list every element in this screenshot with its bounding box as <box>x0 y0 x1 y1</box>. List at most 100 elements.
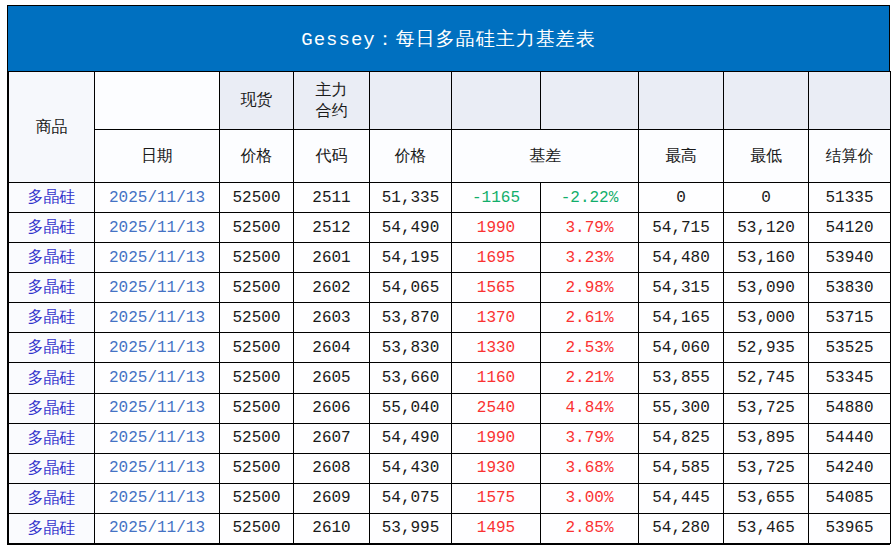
cell-high: 0 <box>639 183 724 213</box>
header-blank-cell <box>541 72 639 130</box>
header-code: 代码 <box>294 130 370 183</box>
cell-settle: 54880 <box>809 393 891 423</box>
cell-basis: 1695 <box>452 243 541 273</box>
cell-high: 54,825 <box>639 423 724 453</box>
cell-low: 53,000 <box>724 303 809 333</box>
cell-basis: 1160 <box>452 363 541 393</box>
header-basis: 基差 <box>452 130 639 183</box>
cell-low: 53,120 <box>724 213 809 243</box>
cell-settle: 53965 <box>809 513 891 543</box>
table-row: 多晶硅2025/11/1352500260553,66011602.21%53,… <box>9 363 891 393</box>
cell-commodity: 多晶硅 <box>9 363 95 393</box>
table-row: 多晶硅2025/11/1352500260353,87013702.61%54,… <box>9 303 891 333</box>
table-row: 多晶硅2025/11/1352500260754,49019903.79%54,… <box>9 423 891 453</box>
cell-main-price: 54,075 <box>370 483 452 513</box>
cell-date: 2025/11/13 <box>95 483 220 513</box>
cell-spot-price: 52500 <box>220 243 294 273</box>
cell-settle: 53345 <box>809 363 891 393</box>
cell-date: 2025/11/13 <box>95 423 220 453</box>
cell-code: 2601 <box>294 243 370 273</box>
cell-basis-pct: -2.22% <box>541 183 639 213</box>
cell-spot-price: 52500 <box>220 423 294 453</box>
cell-basis-pct: 4.84% <box>541 393 639 423</box>
header-low: 最低 <box>724 130 809 183</box>
cell-commodity: 多晶硅 <box>9 333 95 363</box>
cell-main-price: 53,830 <box>370 333 452 363</box>
cell-high: 54,315 <box>639 273 724 303</box>
table-body: 多晶硅2025/11/1352500251151,335-1165-2.22%0… <box>9 183 891 544</box>
cell-commodity: 多晶硅 <box>9 213 95 243</box>
cell-commodity: 多晶硅 <box>9 513 95 543</box>
cell-basis: 1990 <box>452 423 541 453</box>
cell-code: 2606 <box>294 393 370 423</box>
cell-low: 52,935 <box>724 333 809 363</box>
cell-date: 2025/11/13 <box>95 333 220 363</box>
cell-basis: 1495 <box>452 513 541 543</box>
cell-spot-price: 52500 <box>220 483 294 513</box>
cell-commodity: 多晶硅 <box>9 273 95 303</box>
cell-basis: 1370 <box>452 303 541 333</box>
cell-main-price: 54,065 <box>370 273 452 303</box>
cell-main-price: 54,430 <box>370 453 452 483</box>
cell-settle: 54240 <box>809 453 891 483</box>
header-blank-cell <box>370 72 452 130</box>
basis-table-sheet: Gessey：每日多晶硅主力基差表 商品 现货 主力合约 <box>7 5 890 545</box>
cell-main-price: 53,870 <box>370 303 452 333</box>
cell-main-price: 53,995 <box>370 513 452 543</box>
header-high: 最高 <box>639 130 724 183</box>
table-row: 多晶硅2025/11/1352500260655,04025404.84%55,… <box>9 393 891 423</box>
header-main-contract-group: 主力合约 <box>294 72 370 130</box>
basis-table-page: Gessey：每日多晶硅主力基差表 商品 现货 主力合约 <box>0 0 896 545</box>
cell-spot-price: 52500 <box>220 393 294 423</box>
cell-code: 2610 <box>294 513 370 543</box>
table-row: 多晶硅2025/11/1352500260154,19516953.23%54,… <box>9 243 891 273</box>
cell-basis-pct: 3.79% <box>541 213 639 243</box>
cell-commodity: 多晶硅 <box>9 303 95 333</box>
table-row: 多晶硅2025/11/1352500251151,335-1165-2.22%0… <box>9 183 891 213</box>
cell-spot-price: 52500 <box>220 333 294 363</box>
cell-spot-price: 52500 <box>220 363 294 393</box>
cell-basis: 1330 <box>452 333 541 363</box>
cell-commodity: 多晶硅 <box>9 243 95 273</box>
cell-spot-price: 52500 <box>220 513 294 543</box>
cell-basis-pct: 3.00% <box>541 483 639 513</box>
cell-main-price: 51,335 <box>370 183 452 213</box>
cell-code: 2602 <box>294 273 370 303</box>
cell-high: 54,715 <box>639 213 724 243</box>
cell-low: 53,655 <box>724 483 809 513</box>
cell-basis-pct: 2.21% <box>541 363 639 393</box>
cell-main-price: 55,040 <box>370 393 452 423</box>
cell-high: 54,280 <box>639 513 724 543</box>
cell-basis: 1565 <box>452 273 541 303</box>
cell-spot-price: 52500 <box>220 273 294 303</box>
cell-spot-price: 52500 <box>220 213 294 243</box>
cell-basis: 1575 <box>452 483 541 513</box>
table-row: 多晶硅2025/11/1352500260954,07515753.00%54,… <box>9 483 891 513</box>
cell-spot-price: 52500 <box>220 453 294 483</box>
cell-low: 53,725 <box>724 453 809 483</box>
cell-low: 52,745 <box>724 363 809 393</box>
cell-commodity: 多晶硅 <box>9 393 95 423</box>
cell-high: 54,585 <box>639 453 724 483</box>
cell-basis-pct: 2.98% <box>541 273 639 303</box>
cell-date: 2025/11/13 <box>95 393 220 423</box>
cell-code: 2511 <box>294 183 370 213</box>
cell-code: 2512 <box>294 213 370 243</box>
cell-basis: 1990 <box>452 213 541 243</box>
cell-date: 2025/11/13 <box>95 183 220 213</box>
cell-low: 0 <box>724 183 809 213</box>
cell-code: 2604 <box>294 333 370 363</box>
cell-spot-price: 52500 <box>220 303 294 333</box>
cell-date: 2025/11/13 <box>95 273 220 303</box>
cell-low: 53,895 <box>724 423 809 453</box>
cell-date: 2025/11/13 <box>95 213 220 243</box>
header-blank-cell <box>452 72 541 130</box>
cell-high: 54,165 <box>639 303 724 333</box>
cell-code: 2609 <box>294 483 370 513</box>
table-row: 多晶硅2025/11/1352500260854,43019303.68%54,… <box>9 453 891 483</box>
cell-code: 2603 <box>294 303 370 333</box>
cell-high: 55,300 <box>639 393 724 423</box>
page-title: Gessey：每日多晶硅主力基差表 <box>301 26 595 52</box>
cell-basis-pct: 2.85% <box>541 513 639 543</box>
cell-main-price: 53,660 <box>370 363 452 393</box>
